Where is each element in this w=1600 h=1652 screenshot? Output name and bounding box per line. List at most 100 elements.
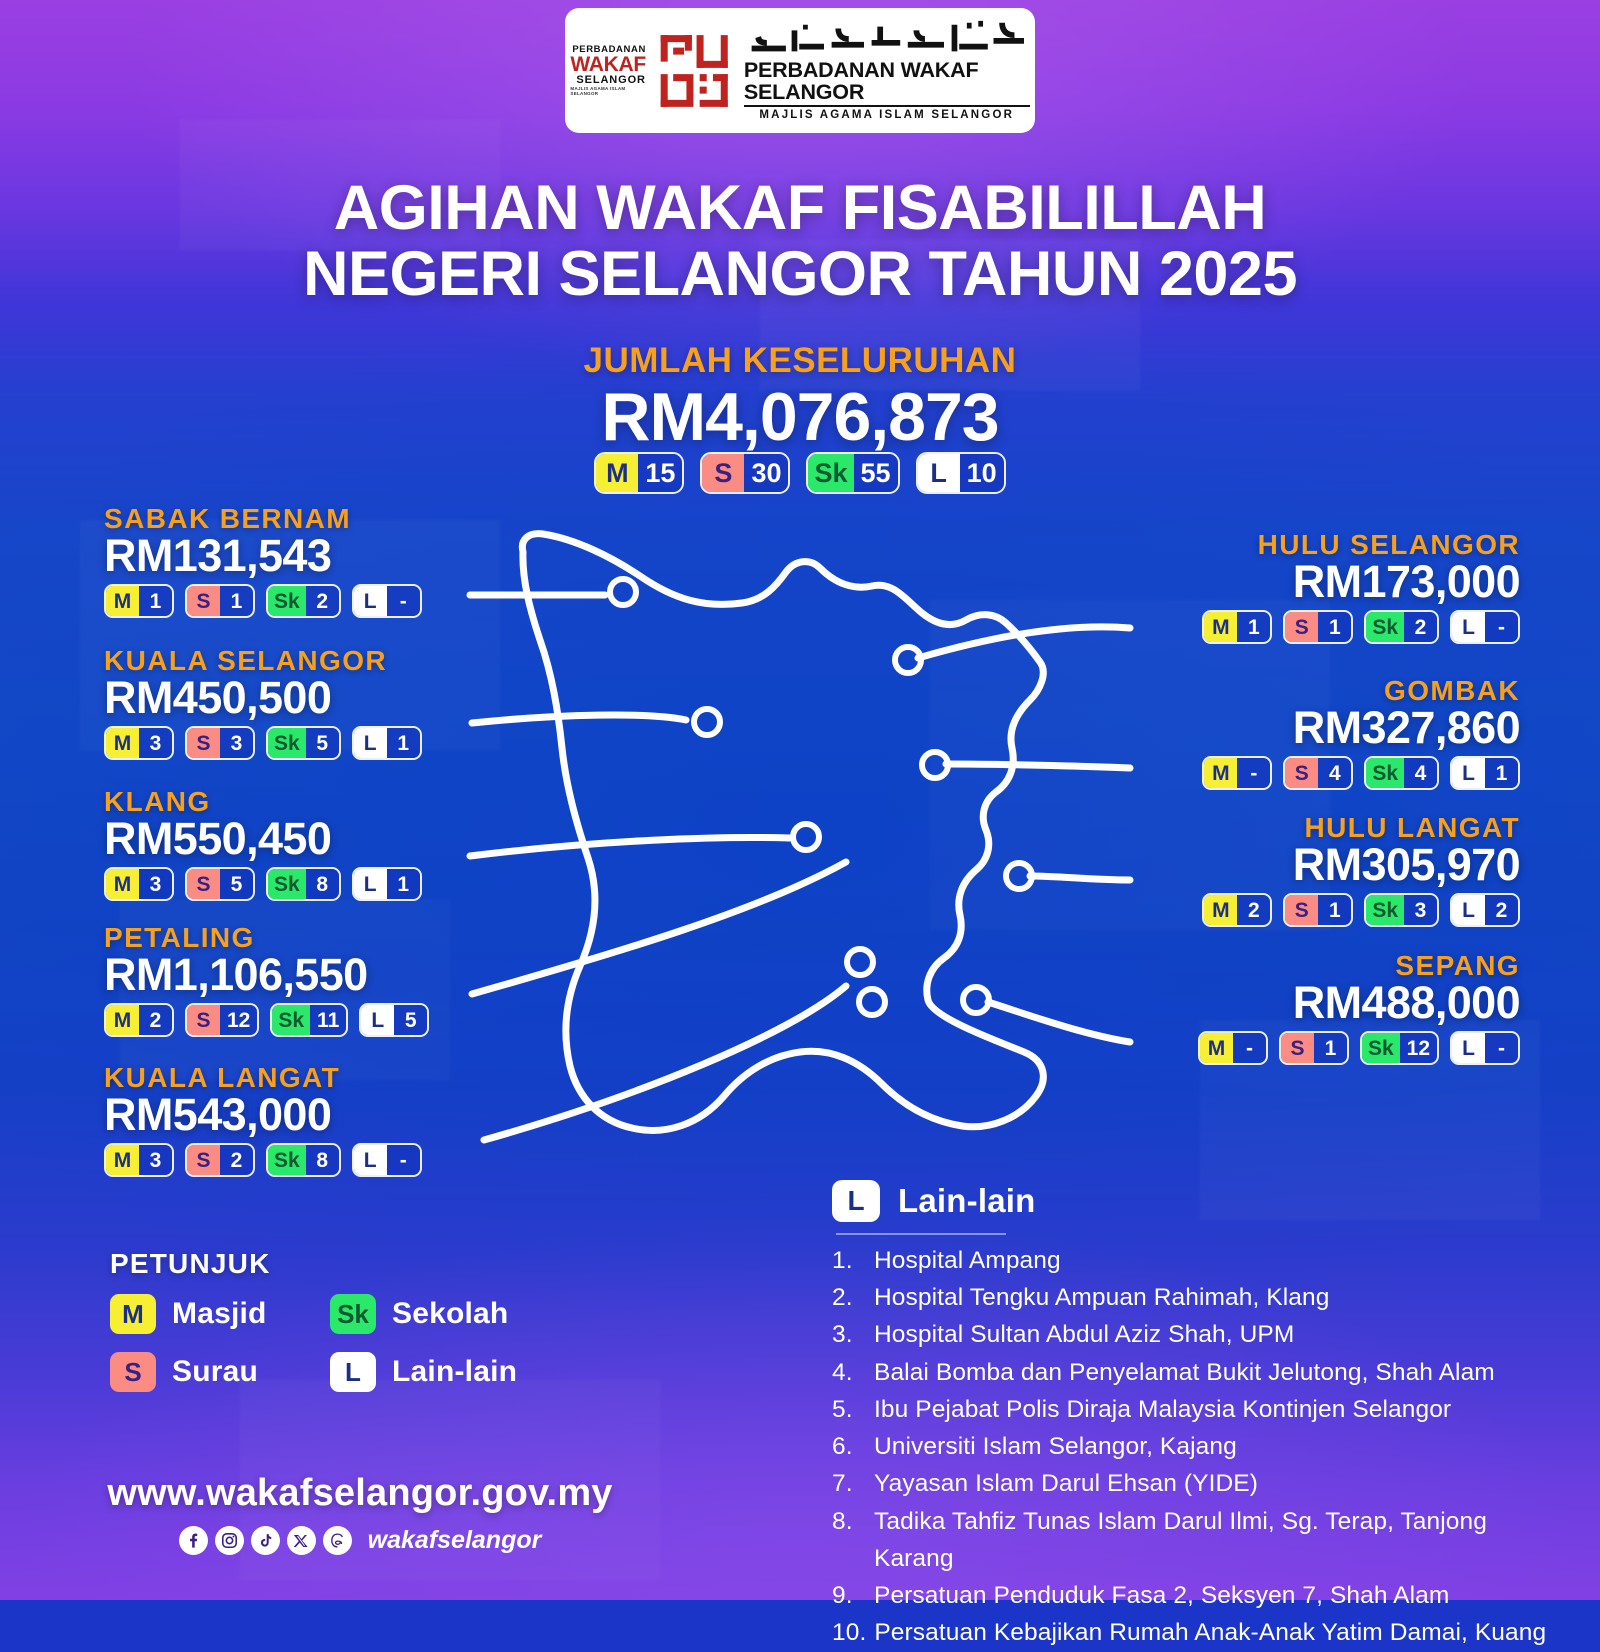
badge-key: S	[187, 586, 220, 617]
page-title-line2: NEGERI SELANGOR TAHUN 2025	[302, 238, 1298, 309]
badge-value: 3	[139, 869, 172, 900]
facebook-icon[interactable]	[178, 1526, 208, 1555]
list-item-number: 3.	[832, 1321, 853, 1349]
x-icon[interactable]	[286, 1526, 316, 1555]
badge-l: L 10	[915, 452, 1006, 494]
kufic-emblem-icon	[660, 34, 728, 107]
badge-value: 1	[139, 586, 172, 617]
badge-key: S	[1280, 1033, 1314, 1064]
badge-key: L	[1452, 758, 1485, 789]
district-badge-row: M 2 S 1 Sk 3 L 2	[1202, 893, 1520, 928]
district-name: HULU SELANGOR	[1257, 529, 1520, 560]
logo-line-wakaf: WAKAF	[570, 53, 646, 77]
district-badge-row: M 3 S 5 Sk 8 L 1	[104, 867, 422, 902]
list-item: 2. Hospital Tengku Ampuan Rahimah, Klang	[832, 1279, 1572, 1316]
list-item-label: Yayasan Islam Darul Ehsan (YIDE)	[874, 1470, 1259, 1498]
badge-key: M	[1204, 758, 1238, 789]
badge-l: L-	[351, 1143, 422, 1178]
badge-sk: Sk 8	[266, 1143, 341, 1178]
list-item-number: 10.	[832, 1619, 867, 1647]
badge-value: 12	[220, 1005, 258, 1036]
district-gombak: GOMBAK RM327,860 M - S 4 Sk 4 L 1	[1202, 675, 1521, 791]
logo-line-perbadanan: PERBADANAN	[572, 43, 646, 55]
badge-value: 1	[1318, 612, 1352, 643]
social-row: wakafselangor	[80, 1526, 640, 1555]
list-item: 8. Tadika Tahfiz Tunas Islam Darul Ilmi, …	[832, 1503, 1572, 1577]
list-item: 7. Yayasan Islam Darul Ehsan (YIDE)	[832, 1465, 1572, 1502]
district-petaling: PETALING RM1,106,550 M 2 S 12 Sk 11 L 5	[104, 922, 430, 1038]
badge-key: Sk	[268, 1145, 306, 1176]
legend-item-surau: S Surau	[110, 1352, 330, 1392]
badge-value: -	[386, 586, 420, 617]
badge-s: S 30	[700, 452, 791, 494]
logo-line-selangor: SELANGOR	[576, 74, 646, 87]
badge-key: S	[187, 869, 220, 900]
district-badge-row: M - S 4 Sk 4 L 1	[1202, 756, 1520, 791]
list-item-label: Universiti Islam Selangor, Kajang	[874, 1433, 1237, 1461]
district-sabak-bernam: SABAK BERNAM RM131,543 M 1 S 1 Sk 2 L -	[104, 503, 422, 619]
badge-value: 2	[1237, 895, 1271, 926]
badge-key: M	[596, 454, 639, 492]
badge-m: M-	[1202, 756, 1273, 791]
list-item-number: 7.	[832, 1470, 853, 1498]
badge-key: M	[106, 1005, 139, 1036]
badge-key: S	[1285, 612, 1319, 643]
legend-label: Lain-lain	[392, 1355, 518, 1388]
badge-key: M	[106, 728, 139, 759]
list-item-label: Ibu Pejabat Polis Diraja Malaysia Kontin…	[874, 1395, 1452, 1423]
badge-key: L	[1452, 612, 1485, 643]
badge-value: -	[1485, 612, 1518, 643]
district-name: GOMBAK	[1384, 675, 1520, 706]
district-kuala-langat: KUALA LANGAT RM543,000 M 3 S 2 Sk 8 L -	[104, 1062, 422, 1178]
badge-key: M	[106, 1145, 139, 1176]
legend-item-sekolah: Sk Sekolah	[330, 1294, 550, 1334]
badge-key: Sk	[268, 586, 306, 617]
district-amount: RM1,106,550	[104, 949, 368, 1000]
instagram-icon[interactable]	[214, 1526, 244, 1555]
badge-l: L-	[351, 584, 422, 619]
logo-subtitle-en: MAJLIS AGAMA ISLAM SELANGOR	[759, 109, 1015, 122]
total-badge-row: M 15 S 30 Sk 55 L 10	[0, 452, 1600, 494]
badge-value: 2	[139, 1005, 172, 1036]
badge-key: Sk	[808, 454, 854, 492]
badge-m: M 15	[594, 452, 685, 494]
website-url[interactable]: www.wakafselangor.gov.my	[107, 1472, 613, 1514]
tiktok-icon[interactable]	[250, 1526, 280, 1555]
district-name: KUALA LANGAT	[104, 1062, 341, 1093]
badge-value: 3	[139, 728, 172, 759]
badge-key: M	[106, 586, 139, 617]
arabic-calligraphy-icon	[751, 21, 1024, 52]
list-item-number: 9.	[832, 1582, 853, 1610]
list-item-label: Balai Bomba dan Penyelamat Bukit Jeluton…	[874, 1358, 1495, 1386]
legend-label: Surau	[172, 1355, 259, 1388]
district-amount: RM173,000	[1292, 556, 1521, 607]
badge-value: 55	[853, 454, 898, 492]
legend-title: PETUNJUK	[110, 1248, 271, 1279]
district-amount: RM488,000	[1292, 977, 1521, 1028]
list-item-number: 6.	[832, 1433, 853, 1461]
badge-sk: Sk 2	[1364, 610, 1439, 645]
threads-icon[interactable]	[322, 1526, 352, 1555]
badge-l: L-	[1450, 1031, 1520, 1066]
badge-value: 2	[220, 1145, 253, 1176]
badge-value: 1	[1313, 1033, 1347, 1064]
list-item-label: Tadika Tahfiz Tunas Islam Darul Ilmi, Sg…	[874, 1507, 1487, 1572]
district-name: SEPANG	[1395, 950, 1520, 981]
legend-chip-icon: M	[110, 1294, 156, 1334]
district-panel: SABAK BERNAM RM131,543 M 1 S 1 Sk 2 L - KUALA SEL…	[104, 503, 1521, 1178]
badge-value: 1	[1318, 895, 1352, 926]
badge-key: Sk	[268, 869, 306, 900]
badge-value: 3	[1404, 895, 1437, 926]
legend-grid: M Masjid Sk Sekolah S Surau L Lain-lain	[110, 1294, 550, 1392]
badge-value: -	[1237, 758, 1271, 789]
